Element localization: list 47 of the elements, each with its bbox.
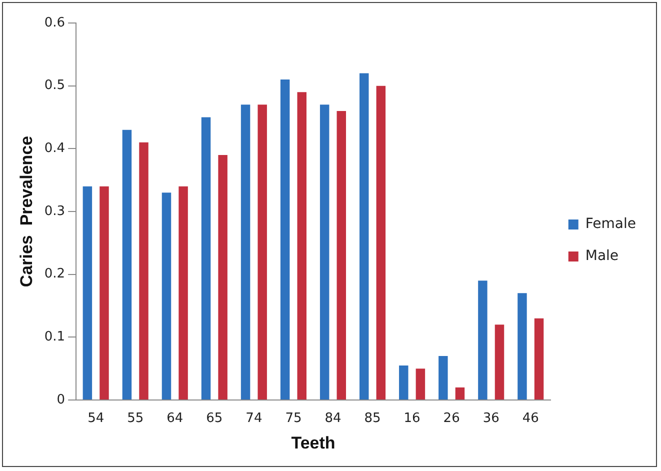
bar bbox=[376, 86, 386, 400]
x-axis-title: Teeth bbox=[291, 433, 336, 452]
x-tick-label: 55 bbox=[127, 411, 144, 426]
x-tick-label: 26 bbox=[443, 411, 460, 426]
bar bbox=[218, 154, 228, 400]
bar bbox=[359, 73, 369, 400]
bar bbox=[280, 80, 290, 400]
bar bbox=[416, 368, 426, 400]
legend-label: Male bbox=[585, 248, 619, 264]
bar bbox=[82, 186, 92, 400]
y-tick-label: 0 bbox=[56, 392, 66, 408]
y-tick-label: 0.3 bbox=[44, 204, 66, 219]
legend-label: Female bbox=[585, 216, 636, 232]
x-tick-label: 74 bbox=[246, 411, 262, 426]
bar bbox=[240, 104, 250, 400]
y-tick-label: 0.5 bbox=[44, 78, 66, 94]
bar bbox=[122, 130, 132, 400]
y-axis-title: Caries Prevalence bbox=[16, 136, 36, 288]
x-tick-label: 36 bbox=[482, 411, 500, 426]
bar bbox=[336, 110, 346, 400]
x-tick-label: 54 bbox=[88, 411, 104, 426]
bar bbox=[534, 318, 544, 400]
y-tick-label: 0.6 bbox=[44, 15, 66, 30]
bar bbox=[297, 92, 306, 400]
x-tick-label: 85 bbox=[364, 411, 381, 426]
bar bbox=[178, 186, 188, 400]
bar bbox=[518, 293, 527, 400]
y-tick-label: 0.4 bbox=[44, 141, 66, 156]
y-tick-label: 0.1 bbox=[44, 330, 66, 345]
bar bbox=[478, 280, 488, 400]
x-tick-label: 46 bbox=[522, 411, 539, 426]
bar bbox=[258, 104, 267, 400]
y-tick-label: 0.2 bbox=[44, 266, 66, 282]
x-tick-label: 16 bbox=[404, 411, 420, 426]
bar bbox=[162, 192, 172, 400]
x-tick-label: 84 bbox=[324, 411, 342, 426]
bar bbox=[100, 186, 109, 400]
x-tick-label: 75 bbox=[285, 411, 302, 426]
x-tick-label: 64 bbox=[166, 411, 184, 426]
bar bbox=[438, 356, 448, 400]
bar bbox=[201, 117, 211, 400]
bar bbox=[320, 104, 330, 400]
bar bbox=[455, 387, 465, 400]
bar bbox=[494, 324, 504, 400]
bar bbox=[139, 142, 148, 400]
bar bbox=[399, 365, 408, 400]
x-tick-label: 65 bbox=[206, 411, 223, 426]
